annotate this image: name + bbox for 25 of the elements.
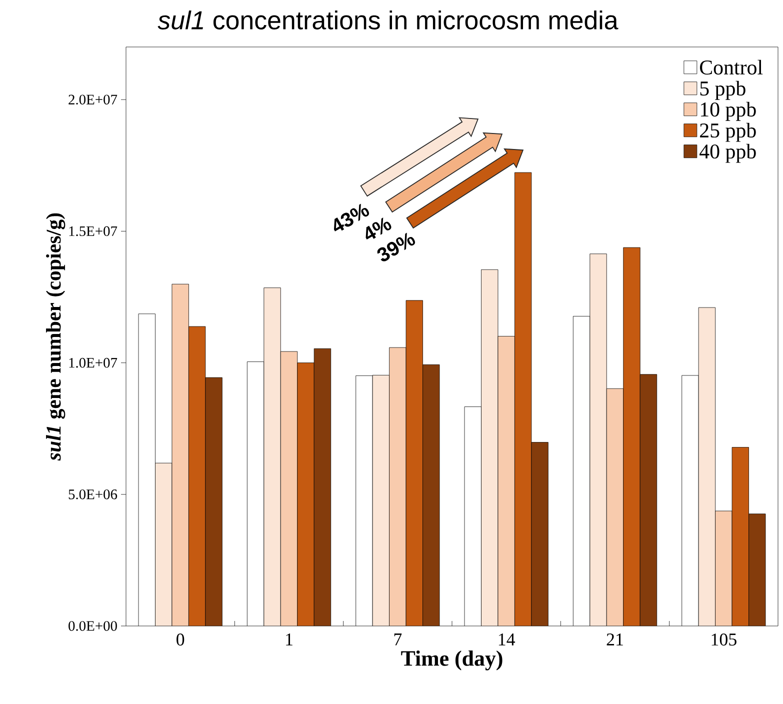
x-tick-label: 7 <box>394 633 402 646</box>
chart-title: sul1 concentrations in microcosm media <box>158 10 618 30</box>
x-tick-label: 105 <box>712 634 736 646</box>
bar <box>606 388 624 626</box>
x-tick-label: 1 <box>286 634 292 646</box>
legend-label: Control <box>700 60 763 75</box>
x-tick-label: 14 <box>498 634 516 646</box>
bar <box>498 336 515 626</box>
bar <box>715 510 732 626</box>
y-tick-label: 1.0E+07 <box>69 358 118 368</box>
bar <box>172 284 189 626</box>
y-tick-label: 1.5E+07 <box>69 226 118 236</box>
bar <box>280 351 298 626</box>
x-tick-label: 0 <box>176 634 184 646</box>
legend-label: 40 ppb <box>700 144 756 163</box>
y-tick-label: 5.0E+06 <box>68 489 118 500</box>
legend-label: 5 ppb <box>700 80 746 100</box>
x-axis-title: Time (day) <box>401 650 502 670</box>
y-tick-label: 0.0E+00 <box>68 621 117 631</box>
x-tick-label: 21 <box>606 634 623 646</box>
legend-label: 10 ppb <box>700 102 756 121</box>
y-axis-title: sul1 gene number (copies/g) <box>46 213 66 461</box>
bar <box>389 347 406 626</box>
legend-label: 25 ppb <box>700 122 756 142</box>
y-tick-label: 2.0E+07 <box>68 94 118 105</box>
